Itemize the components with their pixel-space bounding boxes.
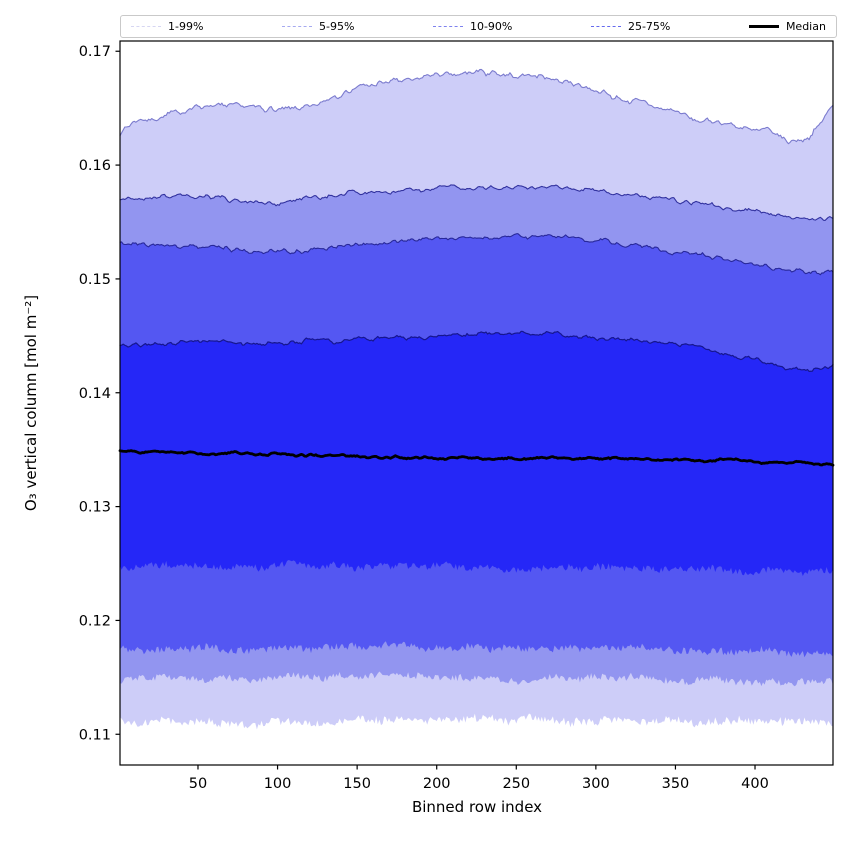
legend-item-median: Median — [748, 20, 826, 33]
dashed-line-icon — [281, 26, 312, 27]
legend: 1-99% 5-95% 10-90% 25-75% Median — [120, 15, 837, 38]
dashed-line-icon — [432, 26, 463, 27]
legend-item-5-95: 5-95% — [281, 20, 355, 33]
x-tick-label: 300 — [582, 776, 610, 792]
y-tick-label: 0.14 — [79, 386, 111, 402]
legend-item-1-99: 1-99% — [131, 21, 203, 32]
median-line — [118, 449, 835, 467]
y-tick-label: 0.17 — [79, 44, 111, 60]
x-tick-label: 200 — [423, 776, 451, 792]
legend-label: 10-90% — [469, 20, 513, 33]
legend-label: Median — [785, 20, 826, 33]
y-tick-label: 0.16 — [79, 158, 111, 174]
legend-item-25-75: 25-75% — [590, 20, 671, 33]
y-axis-label: O₃ vertical column [mol m⁻²] — [22, 294, 40, 512]
p90-line — [119, 233, 834, 276]
y-tick-label: 0.15 — [79, 272, 111, 288]
y-tick-label: 0.13 — [79, 500, 111, 516]
x-tick-label: 100 — [264, 776, 292, 792]
dashed-line-icon — [131, 26, 161, 27]
solid-line-icon — [748, 25, 779, 28]
legend-item-10-90: 10-90% — [432, 20, 513, 33]
legend-label: 25-75% — [627, 20, 671, 33]
x-axis-label: Binned row index — [411, 798, 543, 816]
p75-line — [119, 330, 834, 372]
y-tick-label: 0.11 — [79, 727, 111, 743]
legend-label: 5-95% — [318, 20, 355, 33]
band-25-75% — [120, 331, 833, 577]
p99-line — [119, 68, 834, 145]
legend-label: 1-99% — [168, 20, 204, 33]
plot-border — [119, 40, 834, 766]
y-tick-label: 0.12 — [79, 613, 111, 629]
x-tick-label: 350 — [662, 776, 690, 792]
x-tick-label: 400 — [741, 776, 769, 792]
x-tick-label: 50 — [189, 776, 207, 792]
p95-line — [119, 184, 834, 222]
dashed-line-icon — [590, 26, 621, 27]
x-tick-label: 150 — [343, 776, 371, 792]
x-tick-label: 250 — [502, 776, 530, 792]
